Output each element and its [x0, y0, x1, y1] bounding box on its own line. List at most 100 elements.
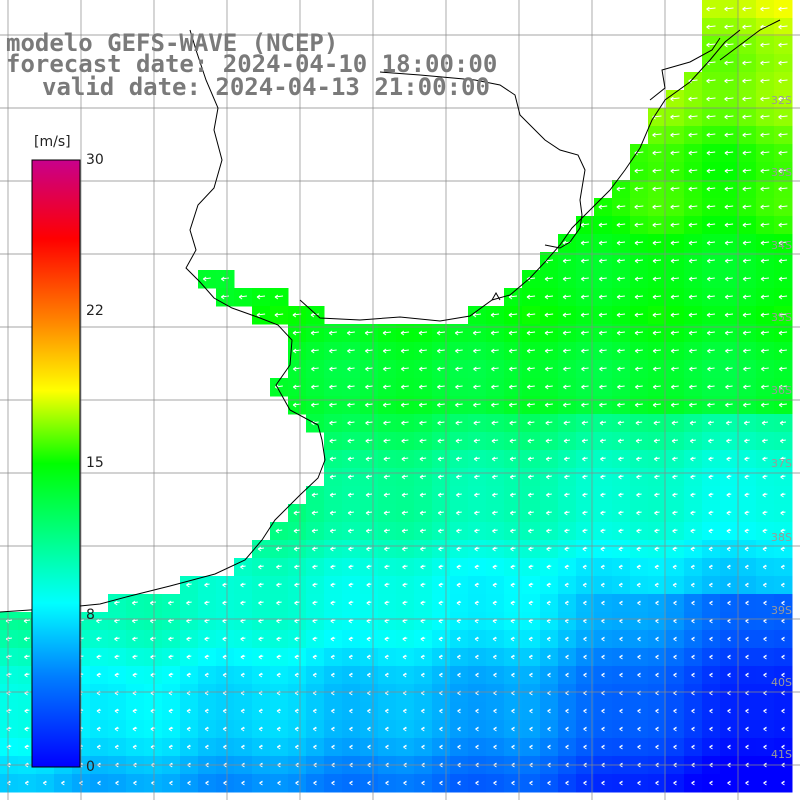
- wind-arrow: [616, 204, 626, 210]
- wind-speed-cell: [108, 648, 127, 667]
- wind-arrow: [690, 546, 696, 552]
- wind-speed-cell: [540, 378, 559, 397]
- wind-arrow: [528, 546, 534, 552]
- wind-arrow: [366, 600, 372, 606]
- wind-speed-cell: [558, 648, 577, 667]
- wind-speed-cell: [684, 162, 703, 181]
- wind-speed-cell: [414, 738, 433, 757]
- wind-speed-cell: [198, 576, 217, 595]
- wind-speed-cell: [378, 342, 397, 361]
- wind-speed-cell: [198, 648, 217, 667]
- wind-speed-cell: [414, 378, 433, 397]
- wind-speed-cell: [702, 684, 721, 703]
- wind-speed-cell: [486, 486, 505, 505]
- wind-arrow: [418, 330, 428, 336]
- wind-arrow: [672, 492, 678, 498]
- wind-arrow: [762, 582, 767, 588]
- wind-arrow: [186, 672, 192, 678]
- wind-speed-cell: [270, 666, 289, 685]
- wind-speed-cell: [756, 162, 775, 181]
- wind-speed-cell: [738, 72, 757, 91]
- wind-speed-cell: [738, 342, 757, 361]
- wind-speed-cell: [198, 774, 217, 793]
- wind-arrow: [778, 258, 788, 264]
- wind-arrow: [349, 672, 353, 678]
- wind-speed-cell: [540, 594, 559, 613]
- wind-arrow: [365, 510, 373, 516]
- wind-speed-cell: [594, 612, 613, 631]
- wind-speed-cell: [630, 576, 649, 595]
- wind-speed-cell: [306, 360, 325, 379]
- wind-speed-cell: [162, 648, 181, 667]
- wind-speed-cell: [666, 234, 685, 253]
- wind-arrow: [240, 672, 246, 678]
- wind-speed-cell: [720, 612, 739, 631]
- wind-arrow: [456, 528, 462, 534]
- colorbar-tick-label: 15: [86, 455, 104, 471]
- wind-speed-cell: [756, 108, 775, 127]
- wind-speed-cell: [468, 306, 487, 325]
- wind-speed-cell: [558, 576, 577, 595]
- wind-speed-cell: [486, 648, 505, 667]
- wind-arrow: [473, 402, 481, 408]
- wind-arrow: [258, 654, 264, 660]
- wind-arrow: [347, 348, 355, 354]
- wind-arrow: [655, 636, 659, 642]
- wind-arrow: [778, 42, 788, 48]
- wind-speed-cell: [234, 684, 253, 703]
- wind-arrow: [475, 672, 479, 678]
- wind-arrow: [634, 348, 643, 354]
- wind-speed-cell: [702, 558, 721, 577]
- wind-arrow: [437, 366, 445, 372]
- wind-arrow: [780, 474, 786, 480]
- wind-arrow: [258, 564, 264, 570]
- wind-speed-cell: [576, 576, 595, 595]
- wind-arrow: [384, 546, 390, 552]
- wind-arrow: [528, 654, 533, 660]
- wind-arrow: [204, 654, 210, 660]
- wind-speed-cell: [504, 486, 523, 505]
- wind-arrow: [706, 294, 715, 300]
- wind-speed-cell: [774, 216, 793, 235]
- wind-speed-cell: [486, 630, 505, 649]
- wind-speed-cell: [756, 630, 775, 649]
- wind-speed-cell: [684, 540, 703, 559]
- wind-speed-cell: [594, 702, 613, 721]
- wind-arrow: [546, 528, 552, 534]
- wind-arrow: [168, 672, 174, 678]
- wind-arrow: [439, 672, 443, 678]
- wind-speed-cell: [774, 666, 793, 685]
- wind-speed-cell: [306, 486, 325, 505]
- wind-arrow: [670, 132, 680, 138]
- wind-arrow: [419, 438, 427, 444]
- wind-speed-cell: [360, 774, 379, 793]
- wind-arrow: [616, 186, 626, 192]
- wind-speed-cell: [540, 774, 559, 793]
- wind-speed-cell: [252, 630, 271, 649]
- wind-speed-cell: [612, 774, 631, 793]
- wind-arrow: [329, 510, 337, 516]
- wind-arrow: [474, 564, 480, 570]
- wind-arrow: [420, 582, 426, 588]
- wind-arrow: [510, 546, 516, 552]
- wind-speed-cell: [108, 630, 127, 649]
- wind-arrow: [455, 384, 463, 390]
- wind-arrow: [186, 600, 192, 606]
- wind-arrow: [294, 636, 300, 642]
- lat-label: 35S: [771, 311, 792, 324]
- wind-speed-cell: [684, 630, 703, 649]
- wind-speed-cell: [702, 702, 721, 721]
- wind-arrow: [292, 366, 301, 372]
- wind-speed-cell: [558, 396, 577, 415]
- wind-speed-cell: [324, 702, 343, 721]
- lat-label: 39S: [771, 604, 792, 617]
- wind-arrow: [312, 564, 318, 570]
- wind-speed-cell: [180, 612, 199, 631]
- wind-speed-cell: [540, 702, 559, 721]
- wind-speed-cell: [612, 648, 631, 667]
- wind-speed-cell: [90, 684, 109, 703]
- wind-speed-cell: [270, 738, 289, 757]
- wind-arrow: [689, 366, 697, 372]
- wind-arrow: [348, 636, 354, 642]
- wind-speed-cell: [504, 594, 523, 613]
